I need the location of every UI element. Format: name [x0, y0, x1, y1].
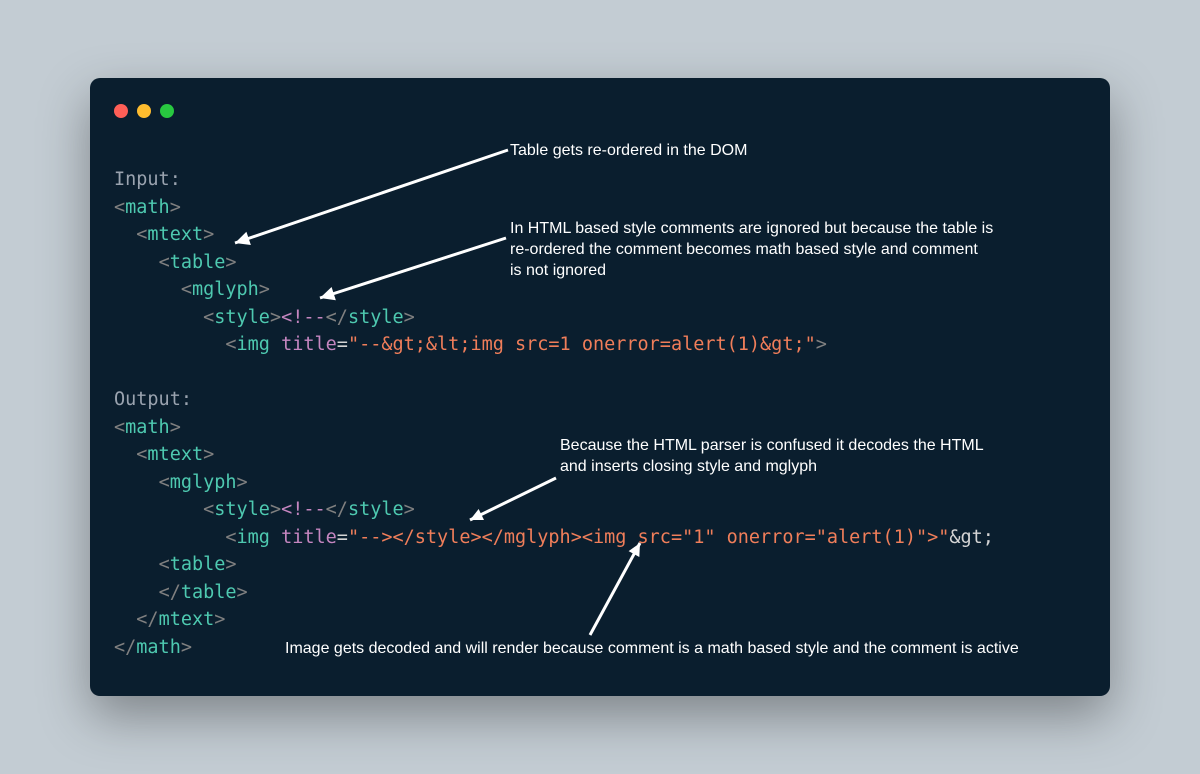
code-window: Input: <math> <mtext> <table> <mglyph> <…	[90, 78, 1110, 696]
annotation-a4: Image gets decoded and will render becau…	[285, 638, 1019, 659]
close-dot[interactable]	[114, 104, 128, 118]
minimize-dot[interactable]	[137, 104, 151, 118]
annotation-a2: In HTML based style comments are ignored…	[510, 218, 993, 281]
annotation-a1: Table gets re-ordered in the DOM	[510, 140, 747, 161]
window-controls	[114, 104, 174, 118]
annotation-a3: Because the HTML parser is confused it d…	[560, 435, 984, 477]
maximize-dot[interactable]	[160, 104, 174, 118]
